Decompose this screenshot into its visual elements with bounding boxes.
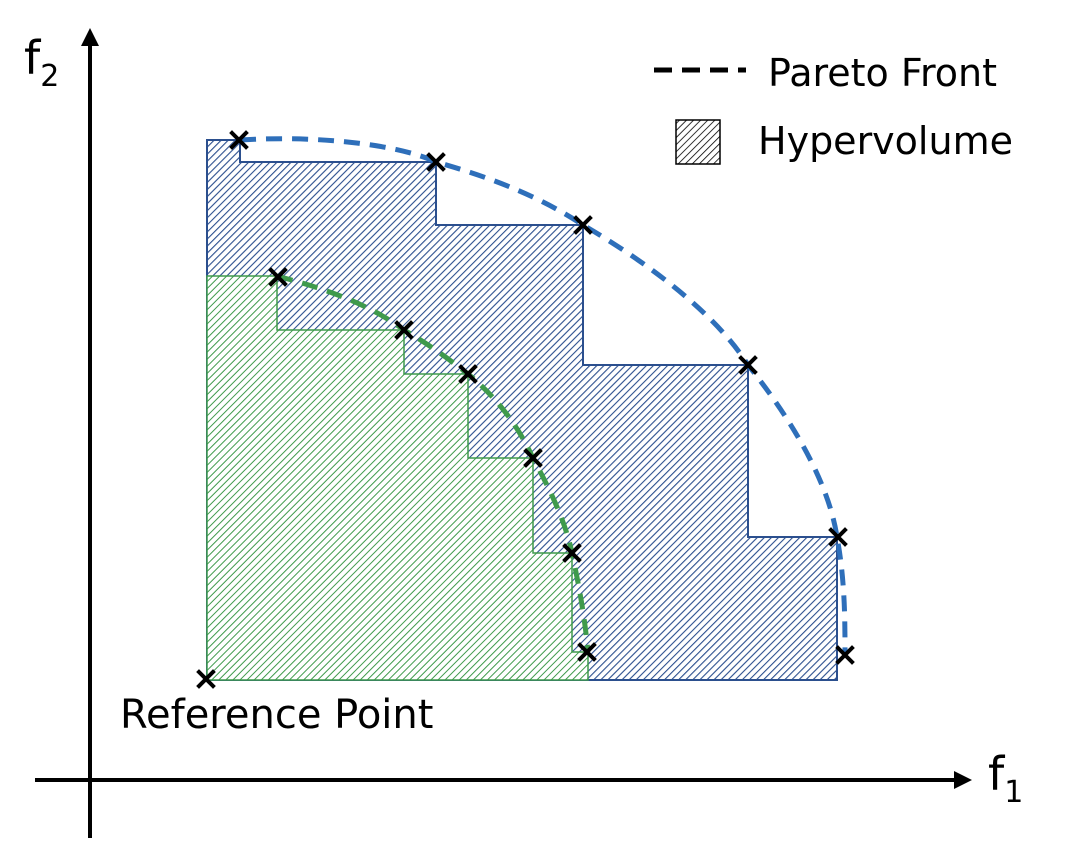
reference-point-label: Reference Point (120, 692, 433, 738)
x-axis-label: f1 (988, 747, 1023, 810)
x-axis-subscript: 1 (1004, 775, 1023, 810)
y-axis-label: f2 (24, 31, 59, 94)
legend-hypervolume-label: Hypervolume (758, 119, 1013, 163)
marker-inner-2 (394, 320, 414, 340)
marker-outer-2 (426, 152, 446, 172)
reference-point-marker (196, 669, 216, 689)
marker-outer-6 (835, 645, 855, 665)
marker-outer-3 (573, 215, 593, 235)
y-axis-subscript: 2 (40, 59, 59, 94)
outer-front-markers (229, 130, 855, 665)
marker-outer-4 (738, 355, 758, 375)
marker-inner-1 (268, 267, 288, 287)
marker-inner-5 (562, 543, 582, 563)
marker-outer-1 (229, 130, 249, 150)
marker-outer-5 (828, 527, 848, 547)
inner-hypervolume-region (206, 275, 589, 681)
marker-inner-4 (523, 448, 543, 468)
legend-hypervolume-swatch (675, 119, 721, 165)
inner-front-markers (268, 267, 597, 662)
y-axis-arrowhead (81, 28, 99, 46)
inner-pareto-front (276, 273, 591, 653)
marker-inner-6 (577, 642, 597, 662)
marker-inner-3 (458, 364, 478, 384)
x-axis-arrowhead (954, 771, 972, 789)
legend: Pareto Front Hypervolume (654, 51, 1013, 165)
legend-pareto-label: Pareto Front (768, 51, 997, 95)
